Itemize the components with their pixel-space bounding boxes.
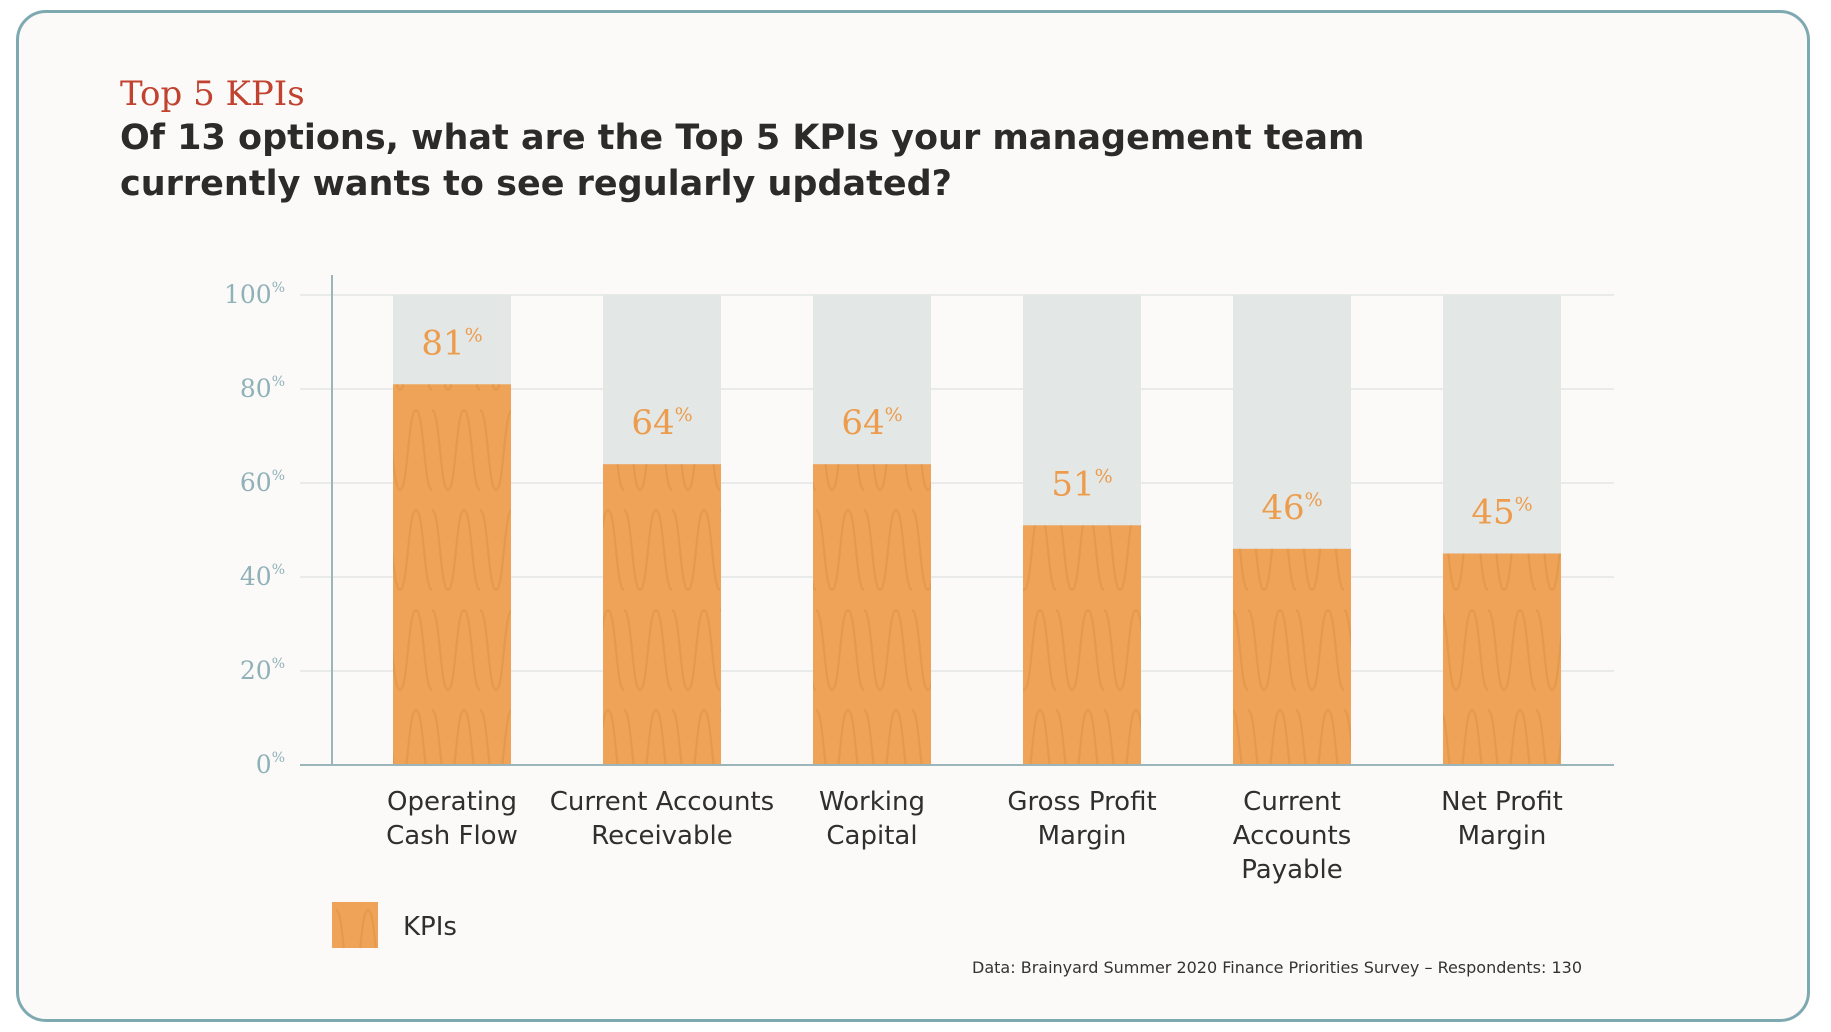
legend-swatch-texture [332,902,378,948]
category-label-4: Gross Profit Margin [1007,787,1156,851]
bars [393,295,1561,765]
bar-texture-6 [1443,553,1561,765]
y-tick-label-100: 100% [224,280,285,309]
bar-value-label-1: 81% [421,323,482,363]
y-tick-label-20: 20% [240,656,285,685]
legend: KPIs [332,902,457,948]
gridlines [300,294,1614,672]
category-label-1: Operating Cash Flow [386,787,518,851]
y-tick-label-60: 60% [240,468,285,497]
category-label-6: Net Profit Margin [1441,787,1563,851]
category-label-2: Current Accounts Receivable [550,787,774,851]
chart-kicker: Top 5 KPIs [120,74,305,114]
chart-title: Of 13 options, what are the Top 5 KPIs y… [120,118,1365,204]
legend-label: KPIs [403,912,457,942]
bar-value-label-6: 45% [1471,493,1532,533]
y-tick-label-80: 80% [240,374,285,403]
category-label-5: Current Accounts Payable [1233,787,1352,885]
bar-texture-2 [603,464,721,765]
category-label-3: Working Capital [819,787,925,851]
bar-texture-3 [813,464,931,765]
data-source-note: Data: Brainyard Summer 2020 Finance Prio… [972,958,1582,977]
bar-texture-4 [1023,525,1141,765]
bar-texture-1 [393,384,511,765]
y-tick-label-0: 0% [256,750,285,779]
bar-texture-5 [1233,548,1351,765]
y-tick-label-40: 40% [240,562,285,591]
axes: 0% 20% 40% 60% 80% 100% [224,275,1614,779]
